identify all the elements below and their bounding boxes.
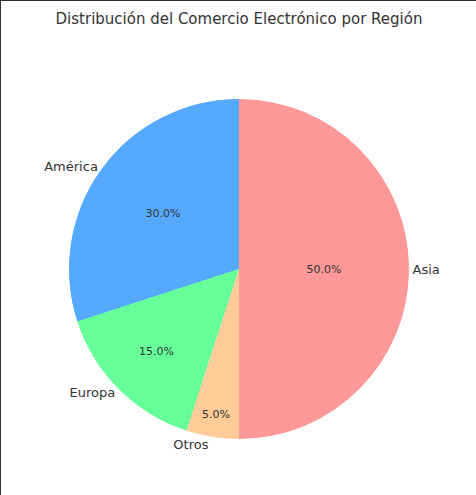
svg-text:15.0%: 15.0%	[139, 345, 174, 358]
svg-text:5.0%: 5.0%	[202, 408, 230, 421]
svg-text:América: América	[44, 159, 98, 174]
svg-text:50.0%: 50.0%	[306, 263, 341, 276]
svg-text:30.0%: 30.0%	[146, 207, 181, 220]
svg-text:Distribución del Comercio Elec: Distribución del Comercio Electrónico po…	[56, 10, 423, 28]
svg-text:Europa: Europa	[69, 385, 115, 400]
svg-text:Asia: Asia	[413, 262, 440, 277]
svg-text:Otros: Otros	[173, 437, 208, 452]
